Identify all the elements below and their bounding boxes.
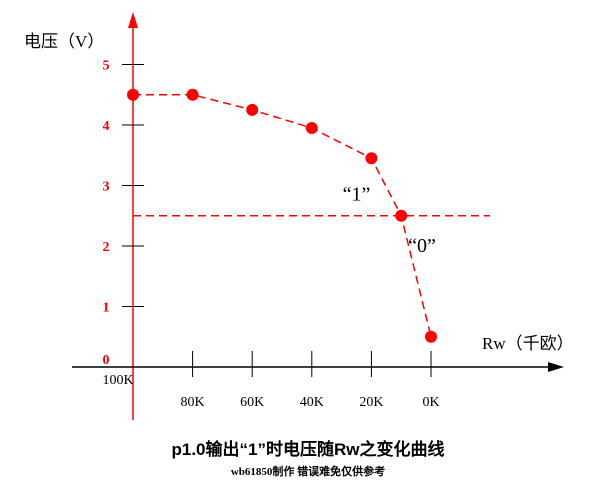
data-point (246, 103, 259, 116)
annotations: “1” “0” (343, 184, 436, 257)
x-tick-label: 0K (422, 395, 439, 410)
annotation-label: “0” (408, 235, 436, 257)
x-ticks: 100K 80K 60K 40K 20K 0K (102, 351, 440, 410)
y-axis-arrow (128, 12, 138, 28)
data-point (186, 88, 199, 101)
y-axis-label: 电压（V） (24, 32, 104, 51)
y-tick-label: 0 (103, 353, 110, 368)
x-tick-label: 100K (102, 373, 133, 388)
chart-title: p1.0输出“1”时电压随Rw之变化曲线 (172, 439, 445, 459)
chart-axes (72, 12, 564, 420)
y-ticks: 0 1 2 3 4 5 (103, 59, 144, 368)
y-tick-label: 2 (103, 240, 110, 255)
y-tick-label: 1 (103, 301, 110, 316)
chart-credit: wb61850制作 错误难免仅供参考 (231, 464, 385, 478)
x-axis-arrow (548, 362, 564, 372)
annotation-label: “1” (343, 184, 371, 206)
data-point (305, 122, 318, 135)
x-tick-label: 80K (181, 395, 205, 410)
data-point (365, 152, 378, 165)
y-tick-label: 4 (103, 119, 110, 134)
data-point (395, 209, 408, 222)
x-tick-label: 60K (240, 395, 264, 410)
data-point (127, 88, 139, 101)
x-tick-label: 20K (359, 395, 383, 410)
y-tick-label: 3 (103, 180, 110, 195)
y-tick-label: 5 (103, 59, 110, 74)
x-tick-label: 40K (300, 395, 324, 410)
series-points (127, 88, 437, 343)
x-axis-label: Rw（千欧） (482, 334, 574, 353)
data-point (425, 330, 437, 343)
